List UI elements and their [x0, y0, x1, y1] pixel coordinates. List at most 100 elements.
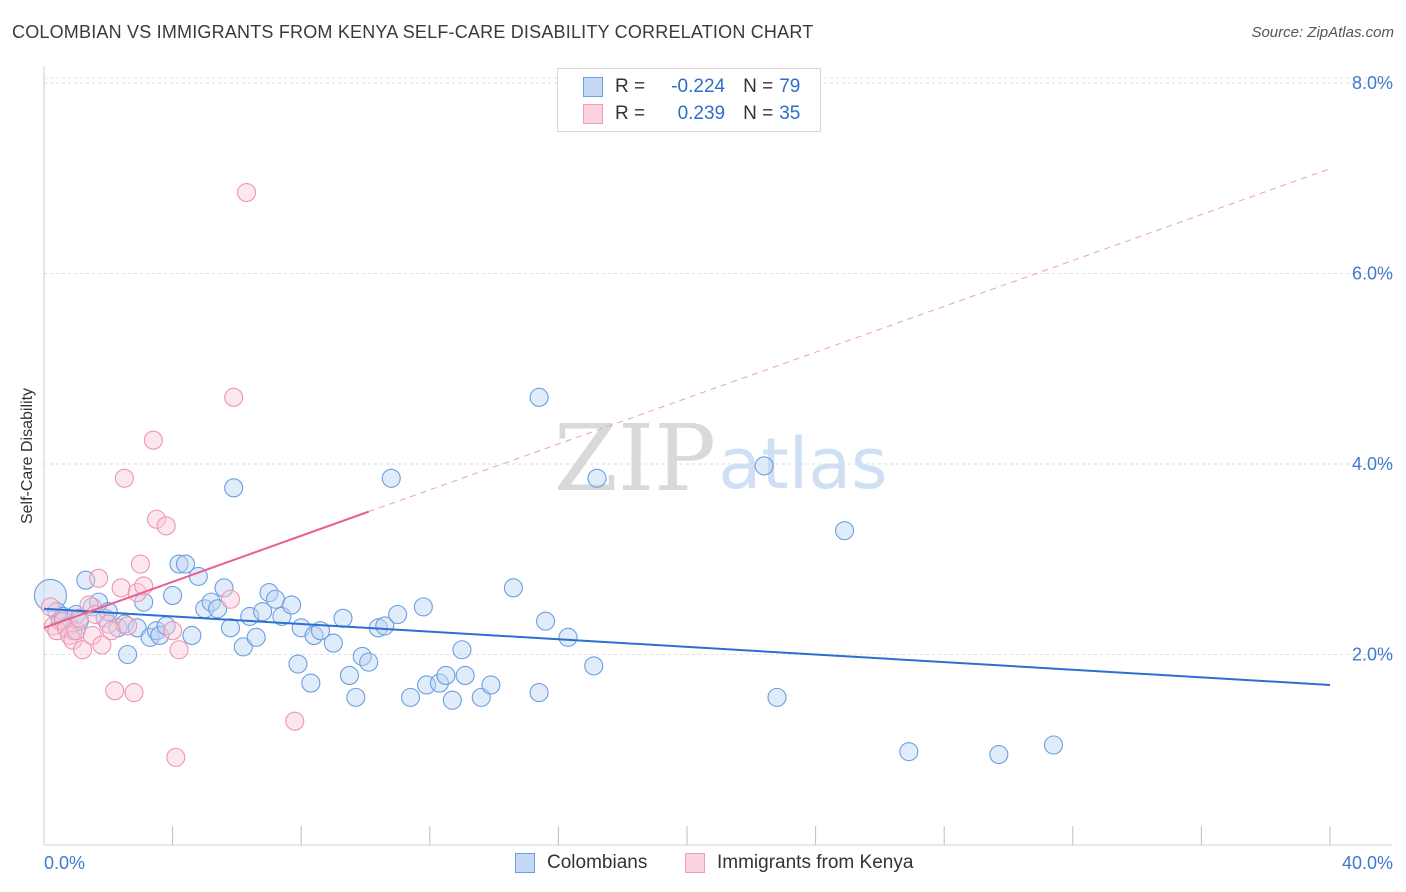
colombian-point: [182, 625, 202, 646]
correlation-legend: R = -0.224 N = 79 R = 0.239 N = 35: [557, 68, 821, 132]
legend-row-colombians: R = -0.224 N = 79: [558, 73, 800, 101]
kenya-point: [163, 621, 183, 641]
colombian-point: [558, 627, 578, 647]
colombians-points: [33, 387, 1064, 765]
colombian-point: [265, 589, 286, 609]
kenya-point: [73, 640, 93, 660]
kenya-point: [124, 683, 144, 703]
colombian-point: [339, 665, 359, 686]
colombian-point: [169, 554, 189, 574]
legend-r-value: -0.224: [671, 76, 726, 97]
colombian-point: [301, 673, 321, 693]
y-tick-label: 6.0%: [1352, 264, 1393, 284]
colombian-point: [118, 644, 138, 665]
kenya-point: [156, 516, 176, 536]
legend-swatch-pink: [583, 104, 603, 124]
gridlines: [44, 77, 1392, 655]
legend-r-label: R =: [615, 76, 646, 97]
legend-r-value: 0.239: [677, 103, 726, 124]
legend-r-label: R =: [615, 103, 646, 124]
colombian-point: [436, 665, 456, 686]
colombian-point: [288, 654, 308, 674]
colombian-point: [233, 637, 253, 657]
kenya-point: [166, 747, 186, 767]
colombian-point: [1043, 735, 1064, 755]
colombian-point: [767, 687, 787, 707]
colombian-point: [503, 578, 523, 598]
series-legend-kenya[interactable]: Immigrants from Kenya: [685, 852, 913, 874]
kenya-point: [105, 681, 125, 701]
colombian-point: [529, 387, 549, 407]
legend-swatch-blue: [583, 77, 603, 97]
colombian-point: [375, 616, 395, 636]
colombian-point: [452, 640, 472, 660]
legend-n-label: N =: [743, 76, 774, 97]
colombian-point: [584, 656, 604, 676]
kenya-point: [111, 578, 131, 598]
kenya-point: [143, 430, 163, 450]
kenya-trend-extension: [368, 168, 1331, 513]
kenya-point: [224, 387, 244, 407]
colombian-point: [529, 683, 549, 703]
kenya-points: [40, 182, 305, 767]
colombian-point: [429, 673, 449, 693]
colombian-point: [208, 599, 228, 619]
colombian-point: [246, 627, 266, 647]
legend-n-value: 79: [779, 76, 801, 97]
colombian-point: [989, 744, 1009, 765]
colombian-point: [587, 468, 607, 488]
legend-n-label: N =: [743, 103, 774, 124]
watermark: ZIP atlas: [554, 405, 888, 512]
colombian-point: [754, 456, 774, 476]
watermark-atlas: atlas: [718, 423, 887, 505]
colombian-point: [224, 478, 244, 498]
colombian-point: [282, 595, 302, 615]
tick-labels: 2.0% 4.0% 6.0% 8.0% 0.0% 40.0%: [44, 73, 1393, 873]
colombian-point: [388, 604, 408, 625]
x-tick-label-min: 0.0%: [44, 853, 85, 873]
kenya-point: [92, 635, 112, 655]
colombian-point: [127, 618, 147, 638]
series-label-kenya: Immigrants from Kenya: [717, 852, 914, 873]
colombian-point: [899, 742, 919, 762]
colombian-point: [481, 675, 501, 695]
kenya-point: [101, 621, 122, 641]
watermark-zip: ZIP: [554, 405, 716, 512]
colombian-point: [346, 687, 366, 707]
kenya-point: [40, 597, 60, 617]
source-label: Source: ZipAtlas.com: [1251, 24, 1394, 41]
colombian-point: [834, 521, 855, 541]
series-label-colombians: Colombians: [547, 852, 648, 873]
y-tick-label: 4.0%: [1352, 454, 1393, 474]
colombian-point: [163, 585, 183, 605]
kenya-point: [220, 589, 241, 609]
series-legend: Colombians Immigrants from Kenya: [0, 852, 1406, 876]
kenya-trend-line: [43, 510, 370, 629]
y-tick-label: 2.0%: [1352, 645, 1393, 665]
colombian-point: [175, 554, 196, 574]
colombian-point: [253, 602, 273, 622]
kenya-point: [114, 468, 134, 488]
series-swatch-blue: [515, 853, 535, 873]
colombian-point: [333, 608, 353, 628]
legend-row-kenya: R = 0.239 N = 35: [558, 100, 800, 128]
kenya-point: [118, 616, 138, 636]
trend-lines: [43, 168, 1331, 686]
colombian-point: [323, 633, 343, 653]
colombian-point: [214, 578, 234, 598]
colombians-trend-line: [43, 607, 1331, 686]
axes: [43, 66, 1392, 846]
colombian-point: [150, 625, 170, 646]
series-legend-colombians[interactable]: Colombians: [515, 852, 647, 874]
kenya-point: [130, 554, 150, 574]
colombian-point: [413, 597, 433, 617]
colombian-point: [359, 652, 379, 672]
kenya-point: [146, 509, 167, 529]
colombian-point: [535, 611, 556, 631]
kenya-point: [236, 182, 257, 203]
colombian-point: [381, 468, 401, 488]
x-tick-label-max: 40.0%: [1342, 853, 1393, 873]
chart-title: COLOMBIAN VS IMMIGRANTS FROM KENYA SELF-…: [12, 22, 814, 42]
colombian-point: [400, 687, 421, 707]
